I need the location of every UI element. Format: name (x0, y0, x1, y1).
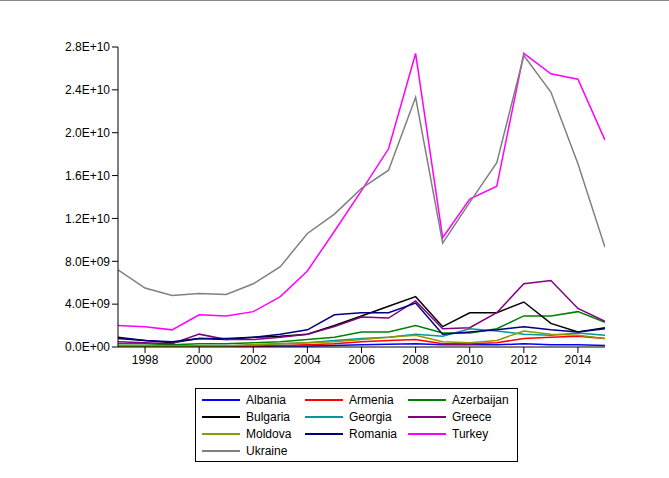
svg-text:2014: 2014 (565, 353, 592, 367)
svg-text:2002: 2002 (240, 353, 267, 367)
html-text:Armenia: Armenia (349, 392, 394, 407)
svg-text:2.8E+10: 2.8E+10 (65, 40, 110, 54)
svg-text:0.0E+00: 0.0E+00 (65, 340, 110, 354)
svg-text:2004: 2004 (294, 353, 321, 367)
svg-text:2006: 2006 (348, 353, 375, 367)
svg-text:2010: 2010 (456, 353, 483, 367)
html-text:Moldova: Moldova (246, 426, 292, 441)
html-text:Albania: Albania (246, 392, 286, 407)
html-text:Romania: Romania (349, 426, 397, 441)
svg-text:2008: 2008 (402, 353, 429, 367)
svg-text:1.6E+10: 1.6E+10 (65, 169, 110, 183)
svg-text:1.2E+10: 1.2E+10 (65, 212, 110, 226)
svg-text:4.0E+09: 4.0E+09 (65, 297, 110, 311)
svg-text:2012: 2012 (510, 353, 537, 367)
svg-text:1998: 1998 (132, 353, 159, 367)
html-text:Greece: Greece (452, 409, 492, 424)
html-text:Ukraine: Ukraine (246, 443, 288, 458)
html-text:Turkey: Turkey (452, 426, 489, 441)
svg-text:2.4E+10: 2.4E+10 (65, 83, 110, 97)
svg-text:8.0E+09: 8.0E+09 (65, 255, 110, 269)
svg-text:2000: 2000 (186, 353, 213, 367)
html-text:Georgia: Georgia (349, 409, 392, 424)
html-text:Azerbaijan: Azerbaijan (452, 392, 509, 407)
svg-text:2.0E+10: 2.0E+10 (65, 126, 110, 140)
html-text:Bulgaria: Bulgaria (246, 409, 290, 424)
